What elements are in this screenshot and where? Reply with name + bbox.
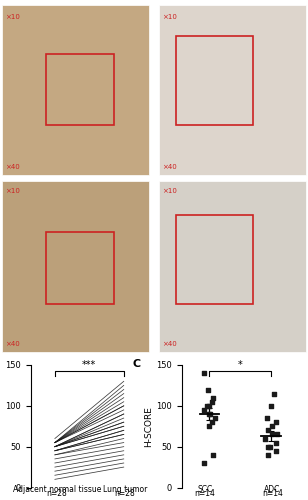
Point xyxy=(274,438,279,446)
Text: ×40: ×40 xyxy=(162,164,176,170)
Point xyxy=(274,418,278,426)
Point xyxy=(206,422,211,430)
Text: ×40: ×40 xyxy=(5,341,19,347)
Point xyxy=(202,459,207,467)
Bar xyxy=(46,54,114,125)
Text: C: C xyxy=(132,359,141,369)
Point xyxy=(202,406,207,414)
Text: ×10: ×10 xyxy=(5,188,19,194)
Text: ***: *** xyxy=(82,360,96,370)
Text: *: * xyxy=(238,360,243,370)
Text: ×40: ×40 xyxy=(5,164,19,170)
Point xyxy=(263,434,268,442)
Point xyxy=(213,414,218,422)
Text: n=28: n=28 xyxy=(47,489,67,498)
FancyBboxPatch shape xyxy=(2,6,149,175)
Point xyxy=(274,447,278,455)
Point xyxy=(205,386,210,394)
Point xyxy=(265,442,270,450)
Text: Lung tumor: Lung tumor xyxy=(103,484,147,494)
Point xyxy=(268,442,273,450)
Point xyxy=(211,394,216,402)
FancyBboxPatch shape xyxy=(2,180,149,352)
Point xyxy=(265,426,270,434)
Bar xyxy=(176,36,253,125)
Text: n=28: n=28 xyxy=(114,489,135,498)
Point xyxy=(207,402,212,410)
Point xyxy=(266,451,271,459)
Y-axis label: H-SCORE: H-SCORE xyxy=(0,406,2,446)
Point xyxy=(270,430,275,438)
Text: ×10: ×10 xyxy=(5,14,19,20)
Text: SCC: SCC xyxy=(197,484,213,494)
Text: n=14: n=14 xyxy=(194,489,215,498)
Point xyxy=(210,451,215,459)
Text: ADC: ADC xyxy=(264,484,281,494)
Point xyxy=(207,410,212,418)
FancyBboxPatch shape xyxy=(159,180,306,352)
Text: ×40: ×40 xyxy=(162,341,176,347)
Y-axis label: H-SCORE: H-SCORE xyxy=(144,406,153,446)
Point xyxy=(269,422,274,430)
Point xyxy=(269,402,274,410)
Bar xyxy=(176,214,253,304)
FancyBboxPatch shape xyxy=(159,6,306,175)
Text: Adjacent normal tissue: Adjacent normal tissue xyxy=(13,484,101,494)
Point xyxy=(209,398,214,406)
Point xyxy=(210,418,215,426)
Text: n=14: n=14 xyxy=(262,489,283,498)
Point xyxy=(204,402,209,410)
Point xyxy=(272,390,277,398)
Point xyxy=(202,369,207,377)
Text: ×10: ×10 xyxy=(162,14,176,20)
Point xyxy=(264,414,269,422)
Text: ×10: ×10 xyxy=(162,188,176,194)
Bar xyxy=(46,232,114,304)
Point xyxy=(208,410,213,418)
Point xyxy=(274,430,279,438)
